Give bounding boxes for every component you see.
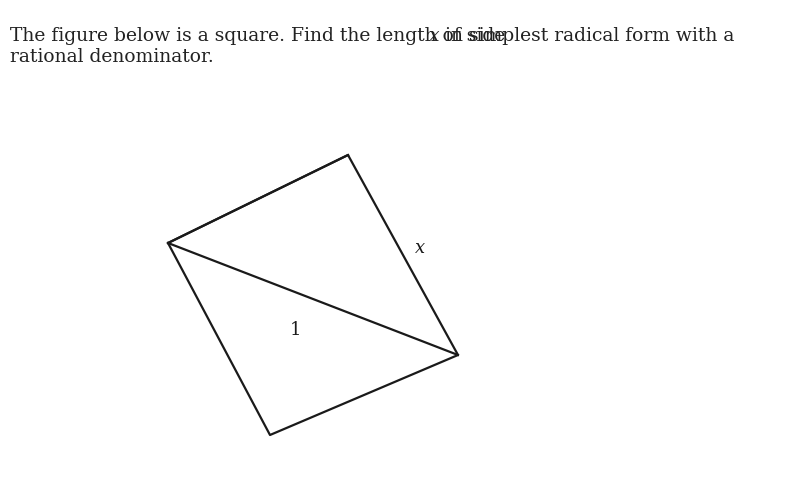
Text: 1: 1 [290, 321, 301, 339]
Text: x: x [429, 27, 439, 45]
Text: x: x [415, 239, 425, 257]
Text: rational denominator.: rational denominator. [10, 48, 214, 66]
Text: in simplest radical form with a: in simplest radical form with a [439, 27, 734, 45]
Text: The figure below is a square. Find the length of side: The figure below is a square. Find the l… [10, 27, 512, 45]
